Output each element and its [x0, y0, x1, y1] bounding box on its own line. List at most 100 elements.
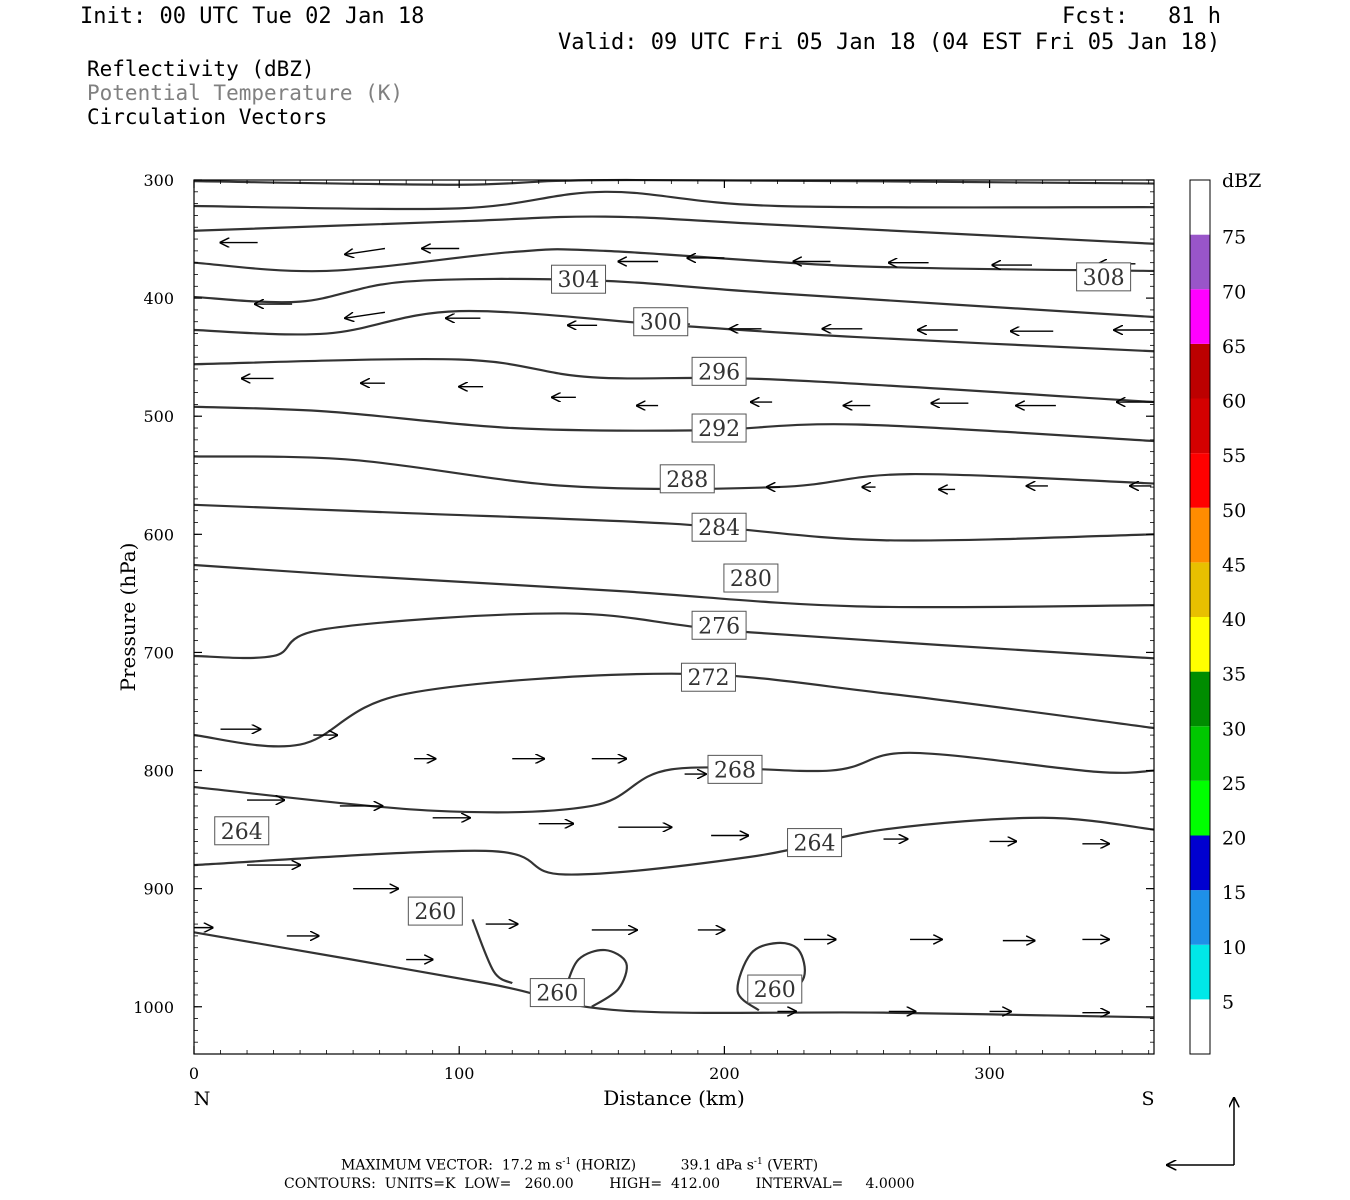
- x-tick-label: 100: [444, 1064, 475, 1083]
- colorbar-label: 50: [1222, 500, 1246, 522]
- colorbar-segment: [1190, 398, 1210, 454]
- theta-contour-304: [193, 248, 1155, 273]
- field-potential-temperature: Potential Temperature (K): [87, 81, 404, 105]
- x-right-end-label: S: [1141, 1088, 1154, 1110]
- contour-label: 308: [1083, 266, 1125, 291]
- colorbar-label: 70: [1222, 281, 1246, 303]
- theta-contour-296: [193, 309, 1155, 353]
- theta-contour-292: [193, 357, 1155, 404]
- theta-contour-268: [193, 672, 1155, 748]
- contour-label: 276: [698, 614, 740, 639]
- y-tick-label: 500: [143, 407, 174, 426]
- circulation-vector: [345, 247, 386, 255]
- contour-label-box: [747, 974, 803, 1004]
- colorbar-label: 30: [1222, 718, 1246, 740]
- theta-contour-308: [193, 190, 1155, 211]
- colorbar-frame: [1189, 179, 1211, 1055]
- contour-label-layer: 304 308 300 296 292 288 284 280 276 272 268 264 264 2…: [214, 262, 1132, 1008]
- contour-label: 284: [698, 516, 740, 541]
- contour-label-box: [691, 413, 747, 443]
- colorbar-segment: [1190, 507, 1210, 563]
- theta-contour-264: [193, 751, 1155, 814]
- x-tick-label: 200: [709, 1064, 740, 1083]
- y-tick-label: 300: [143, 171, 174, 190]
- contour-label-box: [691, 610, 747, 640]
- x-axis-title: Distance (km): [603, 1086, 745, 1110]
- contour-label-box: [691, 356, 747, 386]
- colorbar-segment: [1190, 343, 1210, 399]
- theta-contour-260: [471, 918, 513, 985]
- colorbar-label: 40: [1222, 609, 1246, 631]
- colorbar-segment: [1190, 999, 1210, 1054]
- colorbar-segment: [1190, 289, 1210, 344]
- colorbar-label: 5: [1222, 991, 1234, 1013]
- theta-contour-312: [193, 178, 1155, 186]
- contour-label-box: [551, 264, 607, 294]
- contour-label: 304: [558, 268, 600, 293]
- max-vector-note: MAXIMUM VECTOR: 17.2 m s-1 (HORIZ) 39.1 …: [341, 1157, 819, 1174]
- contour-label: 260: [754, 978, 796, 1003]
- forecast-hour: Fcst: 81 h: [1062, 4, 1221, 29]
- contour-label: 292: [698, 417, 740, 442]
- contour-label: 280: [730, 567, 772, 592]
- contour-label-box: [707, 754, 763, 784]
- init-time: Init: 00 UTC Tue 02 Jan 18: [80, 4, 425, 29]
- y-tick-label: 1000: [133, 998, 174, 1017]
- colorbar-label: 45: [1222, 554, 1246, 576]
- contour-label-box: [1076, 262, 1132, 292]
- contour-label-box: [691, 512, 747, 542]
- theta-contour-264: [193, 816, 1155, 876]
- colorbar-segment: [1190, 780, 1210, 836]
- colorbar-label: 15: [1222, 882, 1246, 904]
- contour-label-box: [633, 307, 689, 337]
- colorbar-segment: [1190, 562, 1210, 617]
- y-tick-label: 400: [143, 289, 174, 308]
- contour-label: 272: [687, 666, 729, 691]
- contour-label-box: [407, 896, 463, 926]
- dbz-colorbar: 5 10 15 20 25 30 35 40 45 50 55 60 65 70 75: [1189, 179, 1246, 1055]
- contour-label: 300: [640, 311, 682, 336]
- y-tick-label: 800: [143, 762, 174, 781]
- valid-time: Valid: 09 UTC Fri 05 Jan 18 (04 EST Fri …: [558, 30, 1221, 55]
- colorbar-segment: [1190, 890, 1210, 945]
- field-reflectivity: Reflectivity (dBZ): [87, 57, 315, 81]
- colorbar-segment: [1190, 180, 1210, 235]
- contour-label-box: [787, 828, 843, 858]
- theta-contour-276: [193, 563, 1155, 609]
- colorbar-segment: [1190, 234, 1210, 290]
- contour-label: 264: [221, 820, 263, 845]
- reference-vector-icon: [1167, 1098, 1234, 1165]
- contour-label: 296: [698, 360, 740, 385]
- theta-contour-260: [564, 948, 628, 1008]
- contour-label: 288: [666, 468, 708, 493]
- y-tick-label: 700: [143, 643, 174, 662]
- y-tick-label: 900: [143, 880, 174, 899]
- y-tick-label: 600: [143, 525, 174, 544]
- vector-layer: [194, 243, 1154, 1013]
- field-circulation-vectors: Circulation Vectors: [87, 105, 328, 129]
- colorbar-segment: [1190, 453, 1210, 508]
- x-tick-label: 0: [189, 1064, 199, 1083]
- theta-contour-308: [193, 215, 1155, 245]
- circulation-vector: [345, 311, 386, 318]
- axis-layer: 300 400 500 600 700 800 900 1000 0 100 200 300: [133, 171, 1154, 1083]
- colorbar-label: 65: [1222, 336, 1246, 358]
- theta-contour-288: [193, 405, 1155, 443]
- contour-layer: [193, 178, 1155, 1019]
- colorbar-label: 75: [1222, 227, 1246, 249]
- contour-label-box: [214, 816, 270, 846]
- contour-label-box: [680, 662, 736, 692]
- contour-info: CONTOURS: UNITS=K LOW= 260.00 HIGH= 412.…: [284, 1176, 915, 1192]
- colorbar-label: 10: [1222, 937, 1246, 959]
- colorbar-segment: [1190, 617, 1210, 672]
- x-left-end-label: N: [194, 1088, 211, 1110]
- theta-contour-272: [193, 612, 1155, 660]
- x-tick-label: 300: [974, 1064, 1005, 1083]
- colorbar-label: 25: [1222, 773, 1246, 795]
- contour-label-box: [723, 563, 779, 593]
- colorbar-segment: [1190, 835, 1210, 891]
- colorbar-label: 20: [1222, 828, 1246, 850]
- colorbar-title: dBZ: [1222, 170, 1261, 192]
- colorbar-segment: [1190, 671, 1210, 727]
- colorbar-label: 60: [1222, 391, 1246, 413]
